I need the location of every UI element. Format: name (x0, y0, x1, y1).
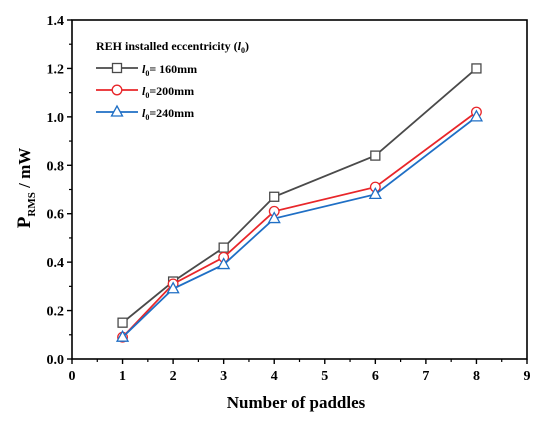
x-tick-label: 9 (524, 369, 531, 384)
data-point (368, 186, 382, 199)
legend-label: l0= 160mm (142, 62, 197, 78)
legend-item-3: l0=240mm (96, 104, 194, 122)
y-tick-label: 0.8 (47, 159, 65, 174)
x-tick-label: 2 (170, 369, 177, 384)
legend-marker (110, 104, 124, 117)
legend-marker (111, 84, 123, 96)
y-tick-label: 1.4 (47, 14, 65, 29)
series-2 (117, 106, 482, 343)
legend-item-1: l0= 160mm (96, 62, 197, 78)
x-tick-label: 1 (119, 369, 126, 384)
data-point (471, 63, 482, 74)
y-tick-label: 1.2 (47, 62, 65, 77)
x-tick-label: 5 (321, 369, 328, 384)
series-line (121, 67, 478, 324)
y-tick-label: 0.2 (47, 305, 65, 320)
series-line (121, 116, 477, 338)
series-line (121, 111, 477, 338)
series-3 (115, 109, 484, 342)
x-tick-label: 4 (271, 369, 278, 384)
x-tick-label: 0 (69, 369, 76, 384)
x-tick-label: 7 (422, 369, 429, 384)
legend-item-2: l0=200mm (96, 84, 194, 100)
y-tick-label: 1.0 (47, 111, 65, 126)
y-tick-label: 0.4 (47, 256, 65, 271)
x-axis-title: Number of paddles (227, 393, 366, 412)
legend-label: l0=240mm (142, 106, 194, 122)
legend-title: REH installed eccentricity (l0) (96, 39, 249, 55)
y-axis-title: PRMS / mW (14, 148, 38, 228)
data-point (117, 317, 128, 328)
y-tick-label: 0.6 (47, 208, 65, 223)
axes: 0 1 2 3 4 5 6 7 8 9 0.0 0.2 0.4 0.6 0.8 1.0 1.2 1.4 (47, 14, 531, 384)
data-point (218, 242, 229, 253)
data-point (115, 329, 130, 342)
data-point (267, 211, 281, 224)
x-tick-label: 3 (220, 369, 227, 384)
data-point (217, 257, 231, 270)
legend-marker (111, 62, 123, 74)
y-tick-label: 0.0 (47, 353, 65, 368)
data-point (166, 281, 180, 294)
data-point (370, 150, 381, 161)
x-tick-label: 8 (473, 369, 480, 384)
series-group (115, 63, 484, 343)
data-point (269, 191, 280, 202)
legend-label: l0=200mm (142, 84, 194, 100)
x-tick-label: 6 (372, 369, 379, 384)
legend: REH installed eccentricity (l0) l0= 160mm… (96, 39, 249, 122)
data-point (469, 109, 484, 122)
